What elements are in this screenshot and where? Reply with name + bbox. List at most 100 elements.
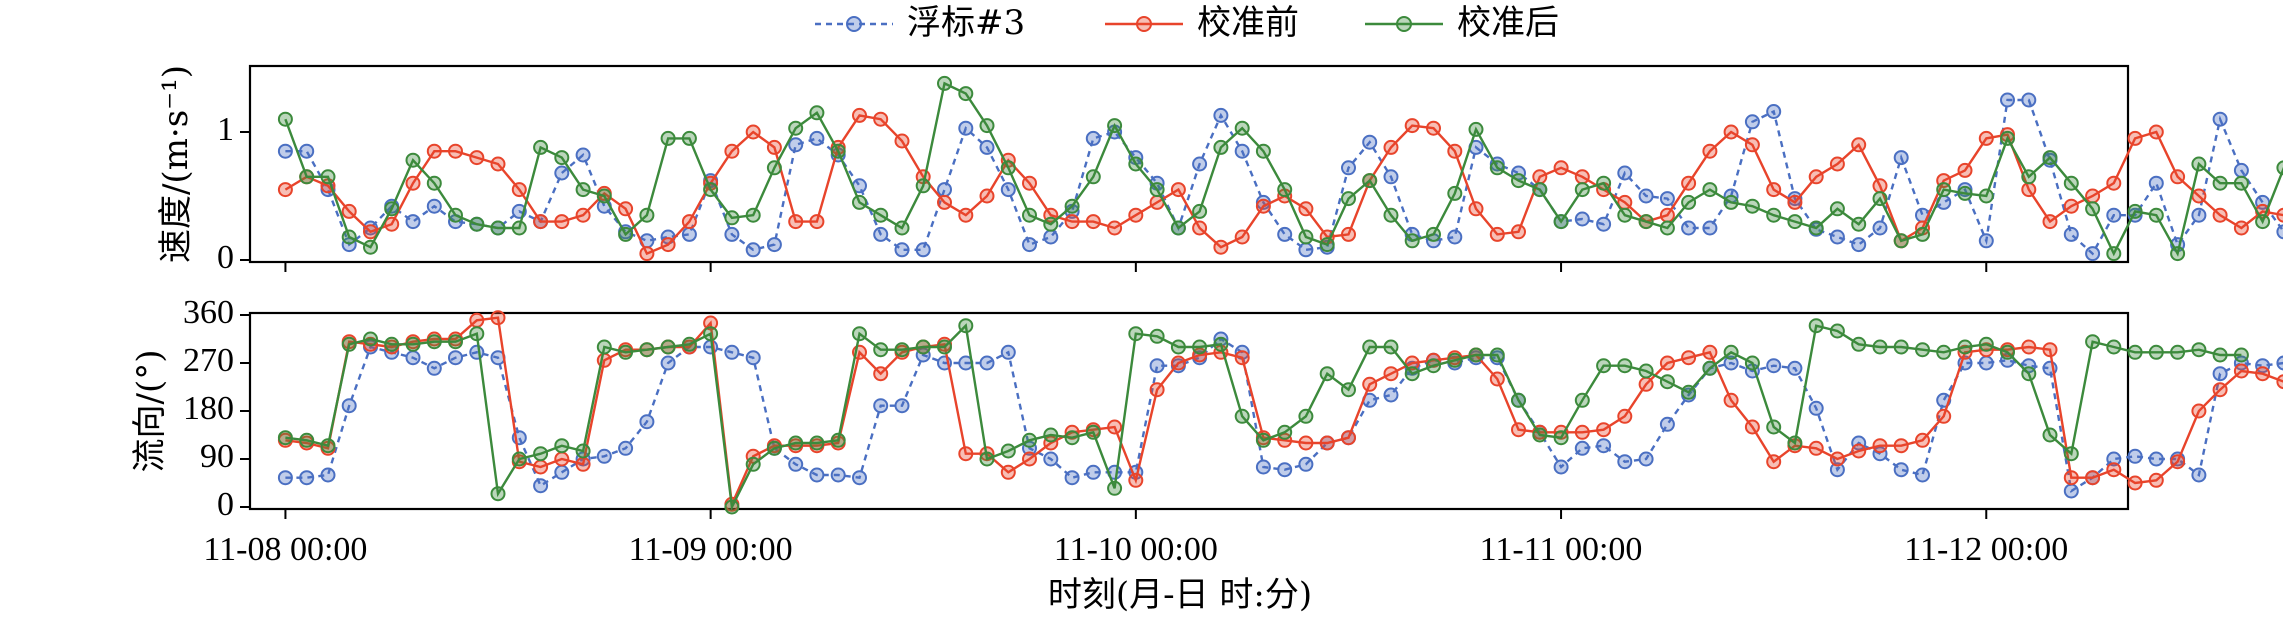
undefined-buoy3-point xyxy=(2001,94,2014,107)
undefined-after-cal-point xyxy=(1916,343,1929,356)
undefined-before-cal-point xyxy=(1746,138,1759,151)
undefined-after-cal-point xyxy=(1618,359,1631,372)
undefined-before-cal-point xyxy=(2150,126,2163,139)
undefined-after-cal-point xyxy=(853,327,866,340)
undefined-before-cal-point xyxy=(2044,215,2057,228)
undefined-buoy3-point xyxy=(1342,161,1355,174)
undefined-after-cal-point xyxy=(577,445,590,458)
undefined-before-cal-point xyxy=(1066,215,1079,228)
undefined-buoy3-point xyxy=(789,138,802,151)
undefined-before-cal-point xyxy=(492,311,505,324)
undefined-after-cal-point xyxy=(2150,346,2163,359)
undefined-before-cal-point xyxy=(683,215,696,228)
undefined-after-cal-point xyxy=(2235,177,2248,190)
undefined-before-cal-point xyxy=(1661,209,1674,222)
undefined-after-cal-point xyxy=(1214,338,1227,351)
undefined-buoy3-point xyxy=(1236,145,1249,158)
undefined-buoy3-point xyxy=(683,228,696,241)
undefined-before-cal-point xyxy=(492,158,505,171)
undefined-buoy3-point xyxy=(1299,458,1312,471)
undefined-after-cal-point xyxy=(1512,174,1525,187)
undefined-before-cal-point xyxy=(1555,161,1568,174)
undefined-after-cal-point xyxy=(1916,228,1929,241)
undefined-after-cal-point xyxy=(981,119,994,132)
undefined-after-cal-point xyxy=(279,431,292,444)
undefined-after-cal-point xyxy=(1576,183,1589,196)
undefined-after-cal-point xyxy=(1555,215,1568,228)
undefined-before-cal-point xyxy=(513,183,526,196)
undefined-before-cal-point xyxy=(1788,196,1801,209)
undefined-before-cal-point xyxy=(1725,126,1738,139)
x-axis-label: 时刻(月-日 时:分) xyxy=(1048,575,1312,615)
undefined-after-cal-point xyxy=(1342,383,1355,396)
undefined-after-cal-point xyxy=(832,434,845,447)
undefined-before-cal-point xyxy=(364,225,377,238)
undefined-buoy3-point xyxy=(279,471,292,484)
legend-after-cal-marker xyxy=(1397,17,1411,31)
direction-panel: 090180270360 流向/(°) xyxy=(130,294,2283,523)
undefined-before-cal-point xyxy=(1767,455,1780,468)
chart-canvas: 浮标#3 校准前 校准后 01 速度/(m·s⁻¹) 090180270360 流向… xyxy=(0,0,2283,628)
undefined-after-cal-point xyxy=(1385,341,1398,354)
undefined-before-cal-point xyxy=(1172,357,1185,370)
undefined-before-cal-point xyxy=(2022,183,2035,196)
undefined-after-cal-point xyxy=(1576,394,1589,407)
undefined-before-cal-point xyxy=(1576,426,1589,439)
undefined-buoy3-point xyxy=(917,243,930,256)
undefined-before-cal-point xyxy=(1299,437,1312,450)
undefined-after-cal-point xyxy=(2086,335,2099,348)
undefined-buoy3-point xyxy=(577,149,590,162)
undefined-after-cal-point xyxy=(1852,338,1865,351)
undefined-after-cal-point xyxy=(789,122,802,135)
undefined-after-cal-point xyxy=(959,319,972,332)
undefined-before-cal-point xyxy=(1831,453,1844,466)
undefined-after-cal-point xyxy=(1959,341,1972,354)
undefined-buoy3-point xyxy=(896,399,909,412)
undefined-before-cal-point xyxy=(1406,119,1419,132)
undefined-buoy3-point xyxy=(2214,367,2227,380)
undefined-before-cal-point xyxy=(2129,477,2142,490)
undefined-before-cal-point xyxy=(1810,170,1823,183)
direction-axis-label: 流向/(°) xyxy=(130,350,170,473)
undefined-buoy3-point xyxy=(1661,418,1674,431)
undefined-buoy3-point xyxy=(1576,442,1589,455)
undefined-after-cal-point xyxy=(1151,183,1164,196)
speed-y-ticks: 01 xyxy=(217,111,250,276)
undefined-ytick-label: 180 xyxy=(183,390,234,427)
undefined-before-cal-point xyxy=(1810,442,1823,455)
undefined-before-cal-point xyxy=(1342,228,1355,241)
undefined-after-cal-point xyxy=(343,338,356,351)
undefined-buoy3-point xyxy=(555,167,568,180)
undefined-after-cal-point xyxy=(704,183,717,196)
undefined-after-cal-point xyxy=(1299,231,1312,244)
undefined-buoy3-point xyxy=(2192,469,2205,482)
undefined-after-cal-point xyxy=(640,343,653,356)
undefined-buoy3-point xyxy=(1597,439,1610,452)
undefined-after-cal-point xyxy=(1640,215,1653,228)
undefined-ytick-label: 270 xyxy=(183,342,234,379)
undefined-before-cal-point xyxy=(2086,471,2099,484)
undefined-after-cal-point xyxy=(1980,190,1993,203)
undefined-buoy3-point xyxy=(1087,466,1100,479)
undefined-after-cal-point xyxy=(768,442,781,455)
undefined-before-cal-point xyxy=(1916,434,1929,447)
undefined-buoy3-point xyxy=(1703,222,1716,235)
undefined-after-cal-point xyxy=(1470,123,1483,136)
undefined-before-cal-point xyxy=(1512,225,1525,238)
speed-x-ticks xyxy=(285,262,1986,272)
undefined-after-cal-point xyxy=(896,222,909,235)
speed-axis-label: 速度/(m·s⁻¹) xyxy=(156,65,196,263)
undefined-after-cal-point xyxy=(1597,177,1610,190)
undefined-after-cal-point xyxy=(832,145,845,158)
undefined-buoy3-point xyxy=(810,469,823,482)
undefined-after-cal-point xyxy=(683,338,696,351)
undefined-before-cal-point xyxy=(1576,170,1589,183)
undefined-after-cal-point xyxy=(492,487,505,500)
undefined-after-cal-point xyxy=(1937,183,1950,196)
undefined-before-cal-point xyxy=(2277,375,2283,388)
undefined-after-cal-point xyxy=(1810,319,1823,332)
undefined-ytick-label: 90 xyxy=(200,438,234,475)
undefined-buoy3-point xyxy=(407,351,420,364)
undefined-before-cal-point xyxy=(1236,231,1249,244)
undefined-before-cal-point xyxy=(1618,410,1631,423)
